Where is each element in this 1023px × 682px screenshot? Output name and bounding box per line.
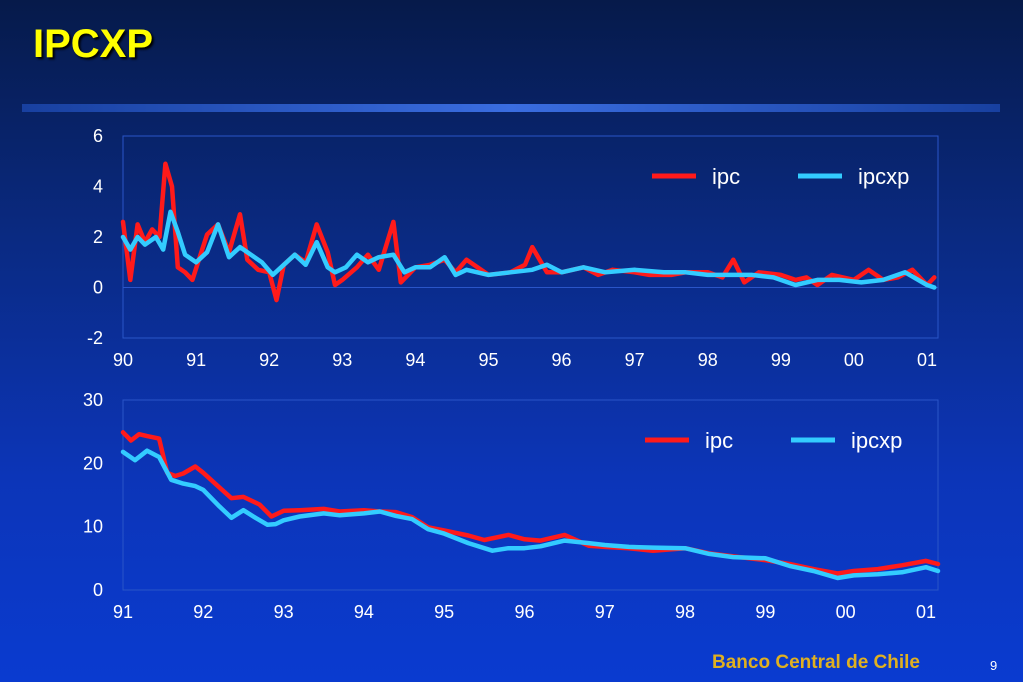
x-tick-label: 97 xyxy=(625,350,645,370)
y-tick-label: 10 xyxy=(83,517,103,537)
x-tick-label: 98 xyxy=(698,350,718,370)
x-tick-label: 91 xyxy=(186,350,206,370)
title-divider xyxy=(22,104,1000,112)
x-tick-label: 94 xyxy=(405,350,425,370)
series-line-ipcxp xyxy=(120,209,937,290)
legend-label-ipcxp: ipcxp xyxy=(851,428,902,453)
legend-label-ipc: ipc xyxy=(705,428,733,453)
chart-ipc-monthly: 6 4 2 0 -2 90 91 92 93 94 95 96 97 98 99 00 01 ipc ipcxp xyxy=(87,126,939,370)
x-tick-label: 01 xyxy=(917,350,937,370)
x-tick-label: 99 xyxy=(755,602,775,622)
page-title: IPCXP xyxy=(33,22,154,66)
y-tick-label: 30 xyxy=(83,390,103,410)
x-tick-label: 95 xyxy=(434,602,454,622)
y-tick-label: 20 xyxy=(83,453,103,473)
chart-ipc-annual: 30 20 10 0 91 92 93 94 95 96 97 98 99 00 01 ipc ipcxp xyxy=(83,390,941,622)
x-tick-label: 97 xyxy=(595,602,615,622)
x-tick-label: 91 xyxy=(113,602,133,622)
x-tick-label: 00 xyxy=(836,602,856,622)
legend-label-ipcxp: ipcxp xyxy=(858,164,909,189)
x-tick-label: 01 xyxy=(916,602,936,622)
legend-label-ipc: ipc xyxy=(712,164,740,189)
x-tick-label: 98 xyxy=(675,602,695,622)
y-tick-label: 6 xyxy=(93,126,103,146)
x-tick-label: 00 xyxy=(844,350,864,370)
series-line-ipcxp xyxy=(120,448,941,581)
y-tick-label: 0 xyxy=(93,278,103,298)
y-tick-label: 4 xyxy=(93,177,103,197)
x-tick-label: 93 xyxy=(274,602,294,622)
x-tick-label: 96 xyxy=(514,602,534,622)
x-tick-label: 92 xyxy=(193,602,213,622)
y-tick-label: -2 xyxy=(87,328,103,348)
x-tick-label: 94 xyxy=(354,602,374,622)
x-tick-label: 93 xyxy=(332,350,352,370)
y-tick-label: 2 xyxy=(93,227,103,247)
x-tick-label: 90 xyxy=(113,350,133,370)
series-line-ipc xyxy=(120,430,941,576)
x-tick-label: 95 xyxy=(478,350,498,370)
y-tick-label: 0 xyxy=(93,580,103,600)
x-tick-label: 92 xyxy=(259,350,279,370)
footer-brand: Banco Central de Chile xyxy=(712,652,920,673)
page-number: 9 xyxy=(990,658,998,673)
plot-area xyxy=(122,399,939,591)
x-tick-label: 96 xyxy=(552,350,572,370)
x-tick-label: 99 xyxy=(771,350,791,370)
